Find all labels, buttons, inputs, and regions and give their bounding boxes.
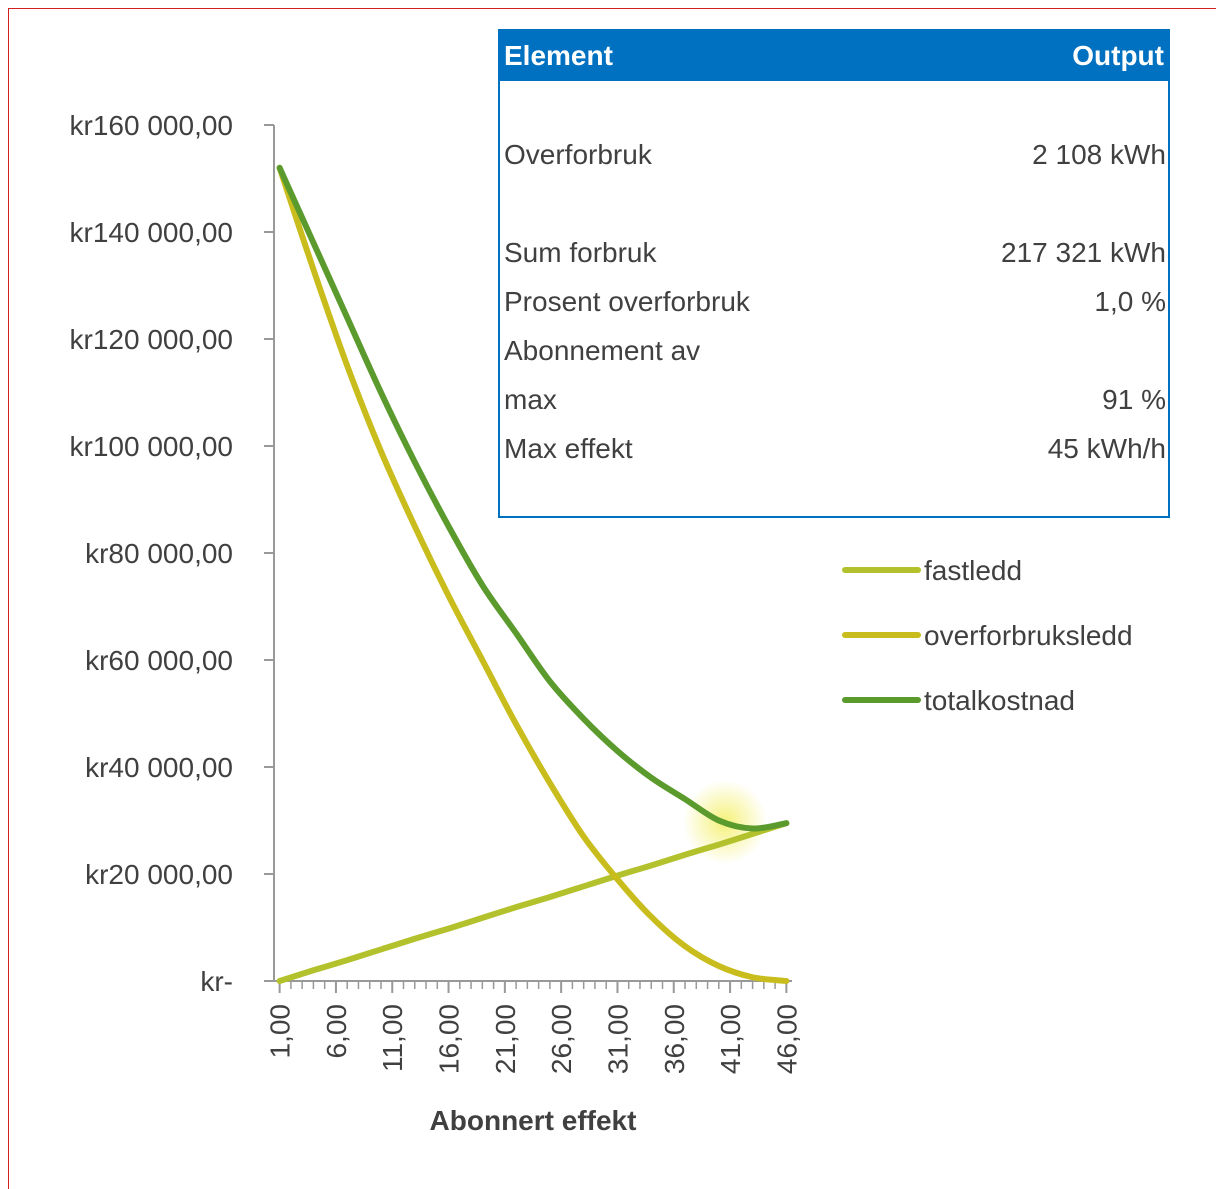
y-tick-label: kr120 000,00 [70, 324, 233, 355]
y-tick-label: kr100 000,00 [70, 431, 233, 462]
legend-label: totalkostnad [924, 685, 1075, 716]
table-row: Sum forbruk 217 321 kWh [500, 228, 1168, 277]
x-tick-label: 46,00 [771, 1004, 802, 1074]
legend-label: overforbruksledd [924, 620, 1133, 651]
y-tick-label: kr80 000,00 [85, 538, 233, 569]
output-cell: 217 321 kWh [1001, 237, 1166, 268]
table-row: Abonnement av max 91 % [500, 326, 1168, 424]
x-tick-label: 1,00 [265, 1004, 296, 1059]
x-tick-label: 6,00 [321, 1004, 352, 1059]
y-tick-label: kr20 000,00 [85, 859, 233, 890]
element-cell: Abonnement av max [504, 335, 701, 415]
x-tick-label: 21,00 [490, 1004, 521, 1074]
header-cell: Output [1072, 40, 1164, 71]
output-table: Element Output Overforbruk 2 108 kWh Sum f… [498, 29, 1170, 518]
output-cell: 91 % [1102, 384, 1166, 415]
element-cell: Overforbruk [504, 139, 652, 170]
table-row: Overforbruk 2 108 kWh [500, 130, 1168, 179]
element-cell: Prosent overforbruk [504, 286, 750, 317]
frame [8, 8, 1216, 1189]
x-tick-label: 36,00 [659, 1004, 690, 1074]
x-tick-label: 31,00 [602, 1004, 633, 1074]
x-axis-title: Abonnert effekt [430, 1105, 637, 1136]
x-tick-label: 16,00 [434, 1004, 465, 1074]
y-tick-label: kr60 000,00 [85, 645, 233, 676]
series-line [276, 820, 790, 984]
legend-label: fastledd [924, 555, 1022, 586]
table-body: Overforbruk 2 108 kWh Sum forbruk 217 321 k… [500, 130, 1168, 473]
output-cell: 2 108 kWh [1032, 139, 1166, 170]
output-cell: 1,0 % [1094, 286, 1166, 317]
y-tick-label: kr40 000,00 [85, 752, 233, 783]
series-line [276, 164, 790, 984]
table-row: Max effekt 45 kWh/h [500, 424, 1168, 473]
x-tick-label: 26,00 [546, 1004, 577, 1074]
y-tick-label: kr- [200, 966, 233, 997]
element-cell: Sum forbruk [504, 237, 657, 268]
output-cell: 45 kWh/h [1047, 433, 1166, 464]
y-tick-label: kr160 000,00 [70, 110, 233, 141]
x-tick-label: 11,00 [377, 1004, 408, 1072]
table-row: Prosent overforbruk 1,0 % [500, 277, 1168, 326]
series-line [276, 164, 790, 832]
y-tick-label: kr140 000,00 [70, 217, 233, 248]
x-tick-label: 41,00 [715, 1004, 746, 1074]
table-header: Element Output [500, 31, 1168, 81]
header-cell: Element [504, 40, 613, 71]
element-cell: Max effekt [504, 433, 633, 464]
